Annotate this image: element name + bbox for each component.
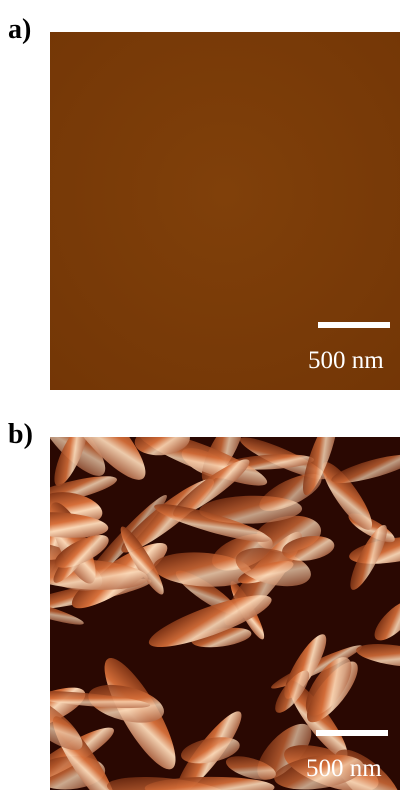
panel-label: b) <box>8 419 33 450</box>
scale-bar-label: 500 nm <box>306 755 382 782</box>
scale-bar-label: 500 nm <box>308 347 384 374</box>
figure: a) 500 nm b) 500 nm <box>0 0 407 792</box>
afm-image-a <box>50 32 400 390</box>
panel-label: a) <box>8 14 31 45</box>
